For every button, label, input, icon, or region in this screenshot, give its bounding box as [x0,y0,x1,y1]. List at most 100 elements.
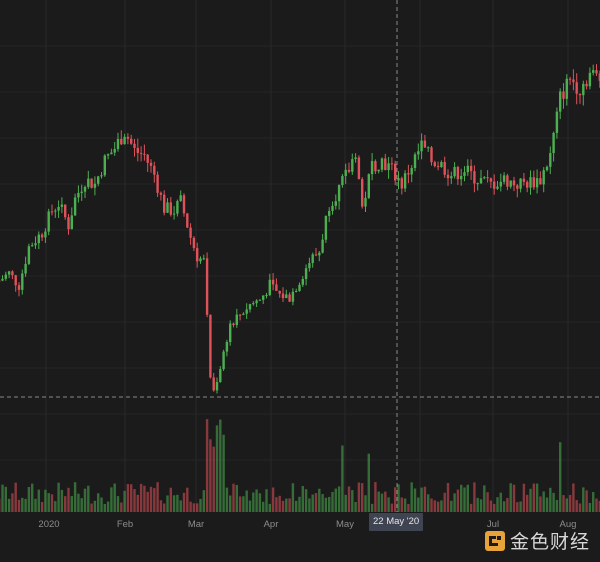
candle-body [298,284,301,292]
x-axis: 2020 Feb Mar Apr May Jul Aug [0,512,600,562]
candle-body [347,169,351,172]
volume-bar [370,503,374,512]
volume-bar [77,493,80,512]
candle-body [380,158,384,170]
volume-bar [222,434,225,512]
volume-bar [229,495,232,512]
x-tick-label: 2020 [38,519,59,530]
candle-body [159,192,163,195]
volume-bar [212,446,215,512]
volume-bar [70,496,73,512]
volume-bar [469,503,473,512]
candle-body [578,93,582,96]
candle-body [248,304,252,310]
volume-bar [196,503,199,512]
candle-body [219,369,222,383]
candle-body [238,314,242,316]
candle-body [403,173,407,189]
volume-bar [542,491,545,512]
volume-bar [172,495,176,512]
volume-bar [407,503,410,512]
candle-body [304,268,308,280]
volume-bar [304,489,308,512]
volume-bar [436,501,440,512]
volume-bar [64,496,67,512]
volume-bar [555,499,559,512]
volume-bar [456,489,460,512]
volume-bar [139,483,143,512]
candle-body [225,342,229,352]
volume-bar [347,486,351,512]
candle-body [430,147,433,163]
volume-bar [588,502,592,512]
candle-body [54,210,57,212]
volume-bar [324,497,328,512]
volume-bar [67,487,70,512]
candle-body [479,178,483,184]
volume-bar [113,483,116,512]
candle-body [40,234,44,238]
candle-body [199,258,202,262]
volume-bar [238,496,242,512]
candle-body [7,271,11,275]
volume-bars [0,419,600,512]
volume-bar [417,497,420,512]
volume-bar [133,489,136,512]
candle-body [17,285,21,290]
volume-bar [110,487,113,512]
candle-body [301,279,304,285]
candle-body [258,299,262,301]
candle-body [568,78,572,80]
volume-bar [331,491,334,512]
candle-body [60,204,64,207]
volume-bar [136,494,139,512]
candle-body [427,147,430,149]
volume-bar [31,483,34,512]
candle-body [295,291,298,293]
volume-bar [186,487,189,512]
candle-body [532,177,535,188]
candle-body [149,162,153,166]
x-tick-label: Jul [487,519,499,530]
volume-bar [202,490,205,512]
volume-bar [159,500,163,512]
candle-body [387,163,390,171]
candle-body [87,178,90,187]
volume-bar [413,488,417,512]
candle-body [456,166,460,180]
candle-body [499,181,502,187]
volume-bar [93,500,97,512]
candle-body [189,227,192,238]
candle-body [473,171,476,184]
volume-bar [321,494,324,512]
candle-body [136,147,139,153]
volume-bar [123,490,126,512]
candle-body [186,213,189,228]
x-tick-label: Mar [188,519,204,530]
candle-body [179,195,182,202]
candle-body [113,149,116,153]
volume-bar [430,498,433,512]
volume-bar [209,439,212,512]
volume-bar [535,483,539,512]
volume-bar [176,494,179,512]
volume-bar [493,503,496,512]
volume-bar [97,493,100,512]
candle-body [598,73,600,81]
candle-body [153,165,156,175]
candle-body [215,382,219,391]
volume-bar [318,488,321,512]
volume-bar [364,495,367,512]
volume-bar [433,500,436,512]
volume-bar [100,497,103,512]
volume-bar [509,483,512,512]
volume-bar [120,502,123,512]
candle-body [443,162,446,175]
candle-body [166,202,169,213]
volume-bar [219,419,222,512]
volume-bar [357,482,361,512]
candle-body [245,309,248,314]
candle-body [196,248,199,262]
volume-bar [443,492,446,512]
